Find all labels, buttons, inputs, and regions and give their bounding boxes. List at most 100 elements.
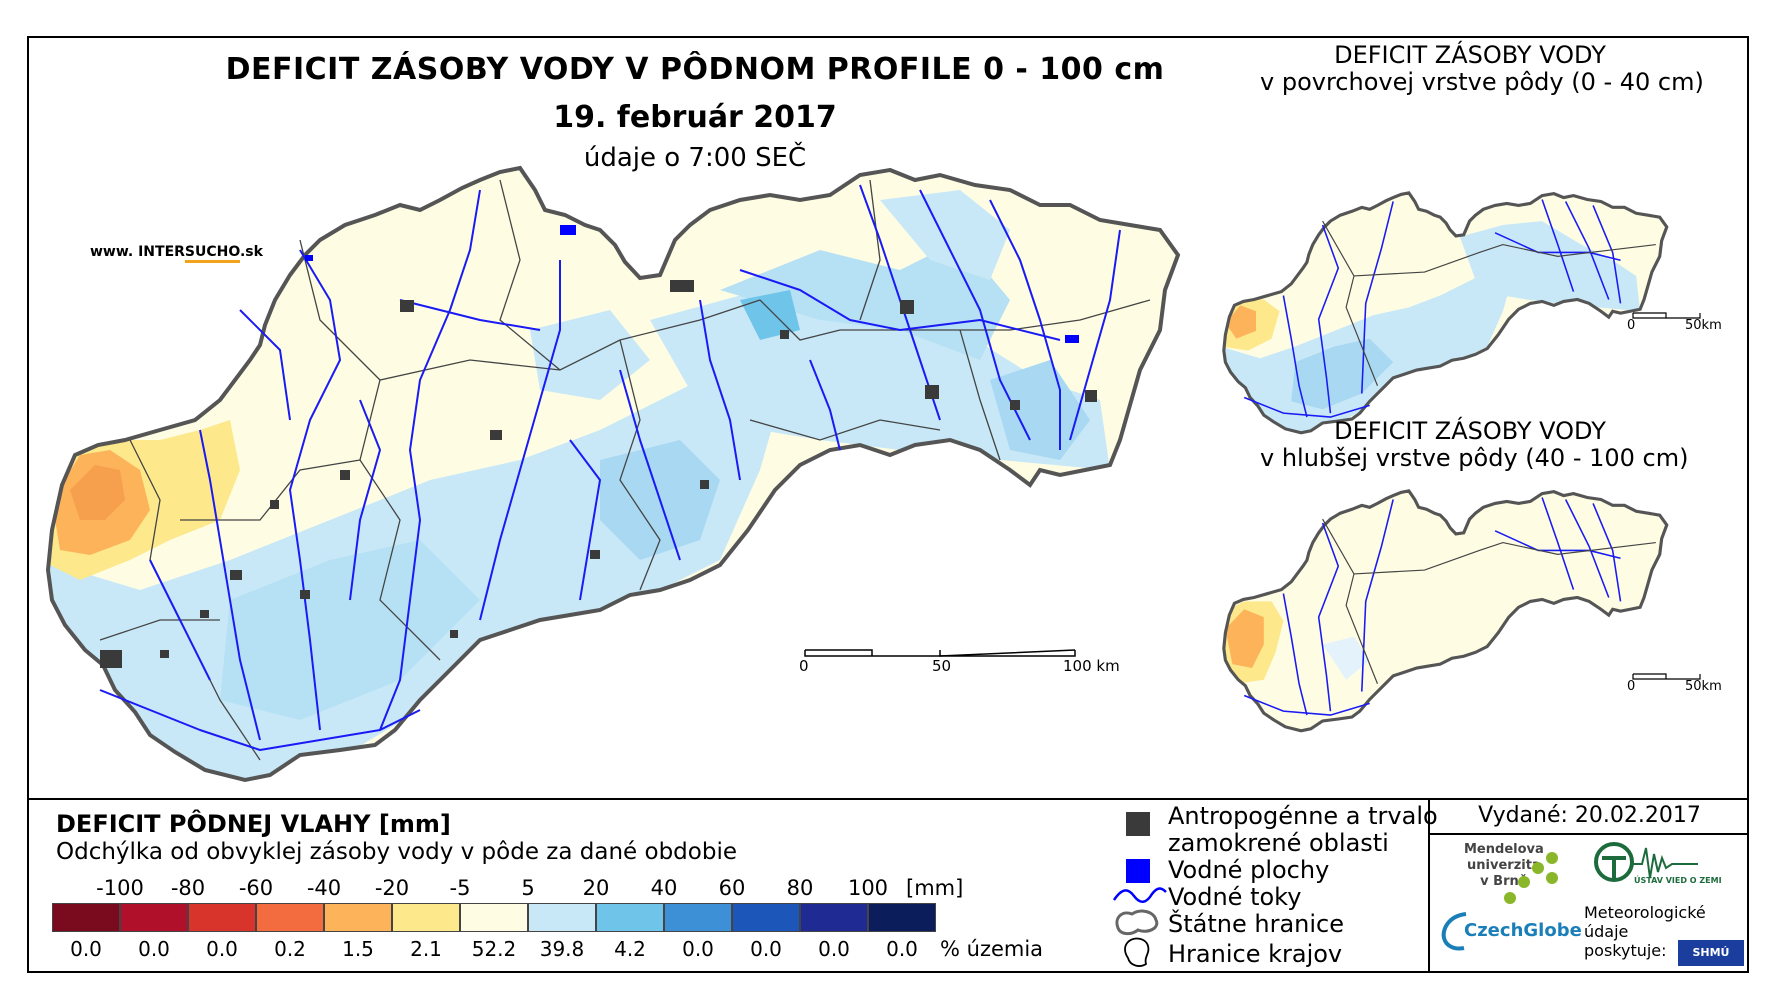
uvgz-logo-text: ÚSTAV VIED O ZEMI <box>1634 876 1722 885</box>
met-line3: poskytuje: <box>1584 941 1667 960</box>
issued-divider <box>1428 833 1749 835</box>
mendel-line3: v Brně <box>1480 874 1528 889</box>
met-data-text: Meteorologické údaje poskytuje: <box>1584 903 1706 960</box>
dark-square-icon <box>1126 812 1150 836</box>
met-line1: Meteorologické <box>1584 903 1706 922</box>
legend-tick: 60 <box>718 876 746 900</box>
legend-swatch <box>800 903 868 932</box>
legend-region-border: Hranice krajov <box>1168 940 1343 968</box>
legend-tick: -80 <box>170 876 206 900</box>
region-borders-main <box>99 179 1151 761</box>
legend-percentage: 1.5 <box>342 937 374 961</box>
inset-bottom-title-line2: v hlubšej vrstve pôdy (40 - 100 cm) <box>1260 444 1689 472</box>
river-line-icon <box>1112 887 1167 903</box>
legend-percentage: 2.1 <box>410 937 442 961</box>
legend-percentage: 0.0 <box>138 937 170 961</box>
legend-swatch <box>392 903 460 932</box>
inset-top-map <box>1222 191 1669 435</box>
shmu-logo: SHMÚ <box>1678 940 1744 966</box>
legend-swatch <box>528 903 596 932</box>
mendel-line1: Mendelova <box>1464 842 1544 857</box>
color-legend-title: DEFICIT PÔDNEJ VLAHY [mm] <box>56 810 451 838</box>
legend-swatch <box>732 903 800 932</box>
map-date: 19. február 2017 <box>553 100 837 135</box>
inset-top-scale-0: 0 <box>1627 318 1636 333</box>
inset-bottom-title-line1: DEFICIT ZÁSOBY VODY <box>1334 417 1606 445</box>
inset-bottom-scale-0: 0 <box>1627 679 1636 694</box>
website-prefix: www. INTER <box>90 244 185 260</box>
urban-areas-main <box>100 280 1097 668</box>
main-scale-label-100: 100 km <box>1063 657 1120 675</box>
inset-bottom-scale-50: 50km <box>1685 679 1722 694</box>
legend-tick: 80 <box>786 876 814 900</box>
mendel-logo-text: Mendelova univerzita v Brně <box>1464 842 1544 890</box>
legend-percentage: 39.8 <box>539 937 585 961</box>
legend-divider <box>27 798 1749 800</box>
legend-tick: -60 <box>238 876 274 900</box>
shmu-logo-text: SHMÚ <box>1692 946 1730 959</box>
website-suffix: .sk <box>239 244 263 260</box>
legend-swatch <box>460 903 528 932</box>
legend-rivers: Vodné toky <box>1168 883 1302 911</box>
blue-square-icon <box>1126 859 1150 883</box>
main-scale-bar <box>804 649 1076 657</box>
legend-tick: 20 <box>582 876 610 900</box>
color-legend-unit: [mm] <box>906 876 964 900</box>
map-frame <box>27 36 1749 973</box>
inset-bottom-map <box>1222 489 1669 733</box>
legend-tick: 5 <box>521 876 535 900</box>
main-scale-label-0: 0 <box>799 657 809 675</box>
inset-top-title: DEFICIT ZÁSOBY VODY v povrchovej vrstve … <box>1260 41 1704 96</box>
inset-top-title-line2: v povrchovej vrstve pôdy (0 - 40 cm) <box>1260 68 1704 96</box>
mendel-dots-icon <box>1504 852 1558 904</box>
legend-percentage: 0.0 <box>70 937 102 961</box>
legend-percentage: 4.2 <box>614 937 646 961</box>
met-line2: údaje <box>1584 922 1629 941</box>
map-time-note: údaje o 7:00 SEČ <box>583 143 807 173</box>
inset-top-scale-50: 50km <box>1685 318 1722 333</box>
legend-swatch <box>52 903 120 932</box>
state-border-main <box>45 165 1181 783</box>
legend-tick: 40 <box>650 876 678 900</box>
main-scale-label-50: 50 <box>932 657 952 675</box>
legend-swatch <box>188 903 256 932</box>
website-label: www. INTERSUCHO.sk <box>90 244 263 263</box>
rivers-main <box>99 184 1121 751</box>
legend-tick: -5 <box>449 876 471 900</box>
legend-percentage: 0.0 <box>886 937 918 961</box>
website-brand: SUCHO <box>184 244 240 263</box>
czechglobe-arc-icon <box>1441 912 1467 951</box>
inset-top-scale-bar <box>1632 312 1701 319</box>
legend-state-border: Štátne hranice <box>1168 910 1344 938</box>
water-bodies-main <box>305 225 1079 343</box>
color-legend-percent-label: % územia <box>940 937 1044 961</box>
mendel-line2: univerzita <box>1467 858 1541 873</box>
legend-percentage: 0.2 <box>274 937 306 961</box>
legend-percentage: 0.0 <box>818 937 850 961</box>
legend-urban-line2: zamokrené oblasti <box>1168 829 1389 857</box>
state-border-icon <box>1115 909 1159 936</box>
legend-swatch <box>868 903 936 932</box>
issued-date: Vydané: 20.02.2017 <box>1478 803 1701 828</box>
inset-bottom-scale-bar <box>1632 673 1701 680</box>
region-border-icon <box>1124 937 1150 967</box>
legend-tick: -40 <box>306 876 342 900</box>
legend-swatch <box>664 903 732 932</box>
legend-swatch <box>256 903 324 932</box>
legend-percentage: 0.0 <box>206 937 238 961</box>
legend-swatch <box>596 903 664 932</box>
legend-tick: -20 <box>374 876 410 900</box>
legend-percentage: 52.2 <box>471 937 517 961</box>
map-title: DEFICIT ZÁSOBY VODY V PÔDNOM PROFILE 0 -… <box>225 52 1165 87</box>
legend-water-bodies: Vodné plochy <box>1168 856 1330 884</box>
legend-tick: -100 <box>96 876 144 900</box>
legend-tick: 100 <box>847 876 889 900</box>
legend-swatch <box>120 903 188 932</box>
czechglobe-logo-text: CzechGlobe <box>1464 920 1582 941</box>
legend-percentage: 0.0 <box>682 937 714 961</box>
inset-top-title-line1: DEFICIT ZÁSOBY VODY <box>1334 41 1606 69</box>
uvgz-logo-icon <box>1594 842 1698 882</box>
inset-bottom-title: DEFICIT ZÁSOBY VODY v hlubšej vrstve pôd… <box>1260 417 1689 472</box>
legend-percentage: 0.0 <box>750 937 782 961</box>
legend-urban-line1: Antropogénne a trvalo <box>1168 802 1438 830</box>
